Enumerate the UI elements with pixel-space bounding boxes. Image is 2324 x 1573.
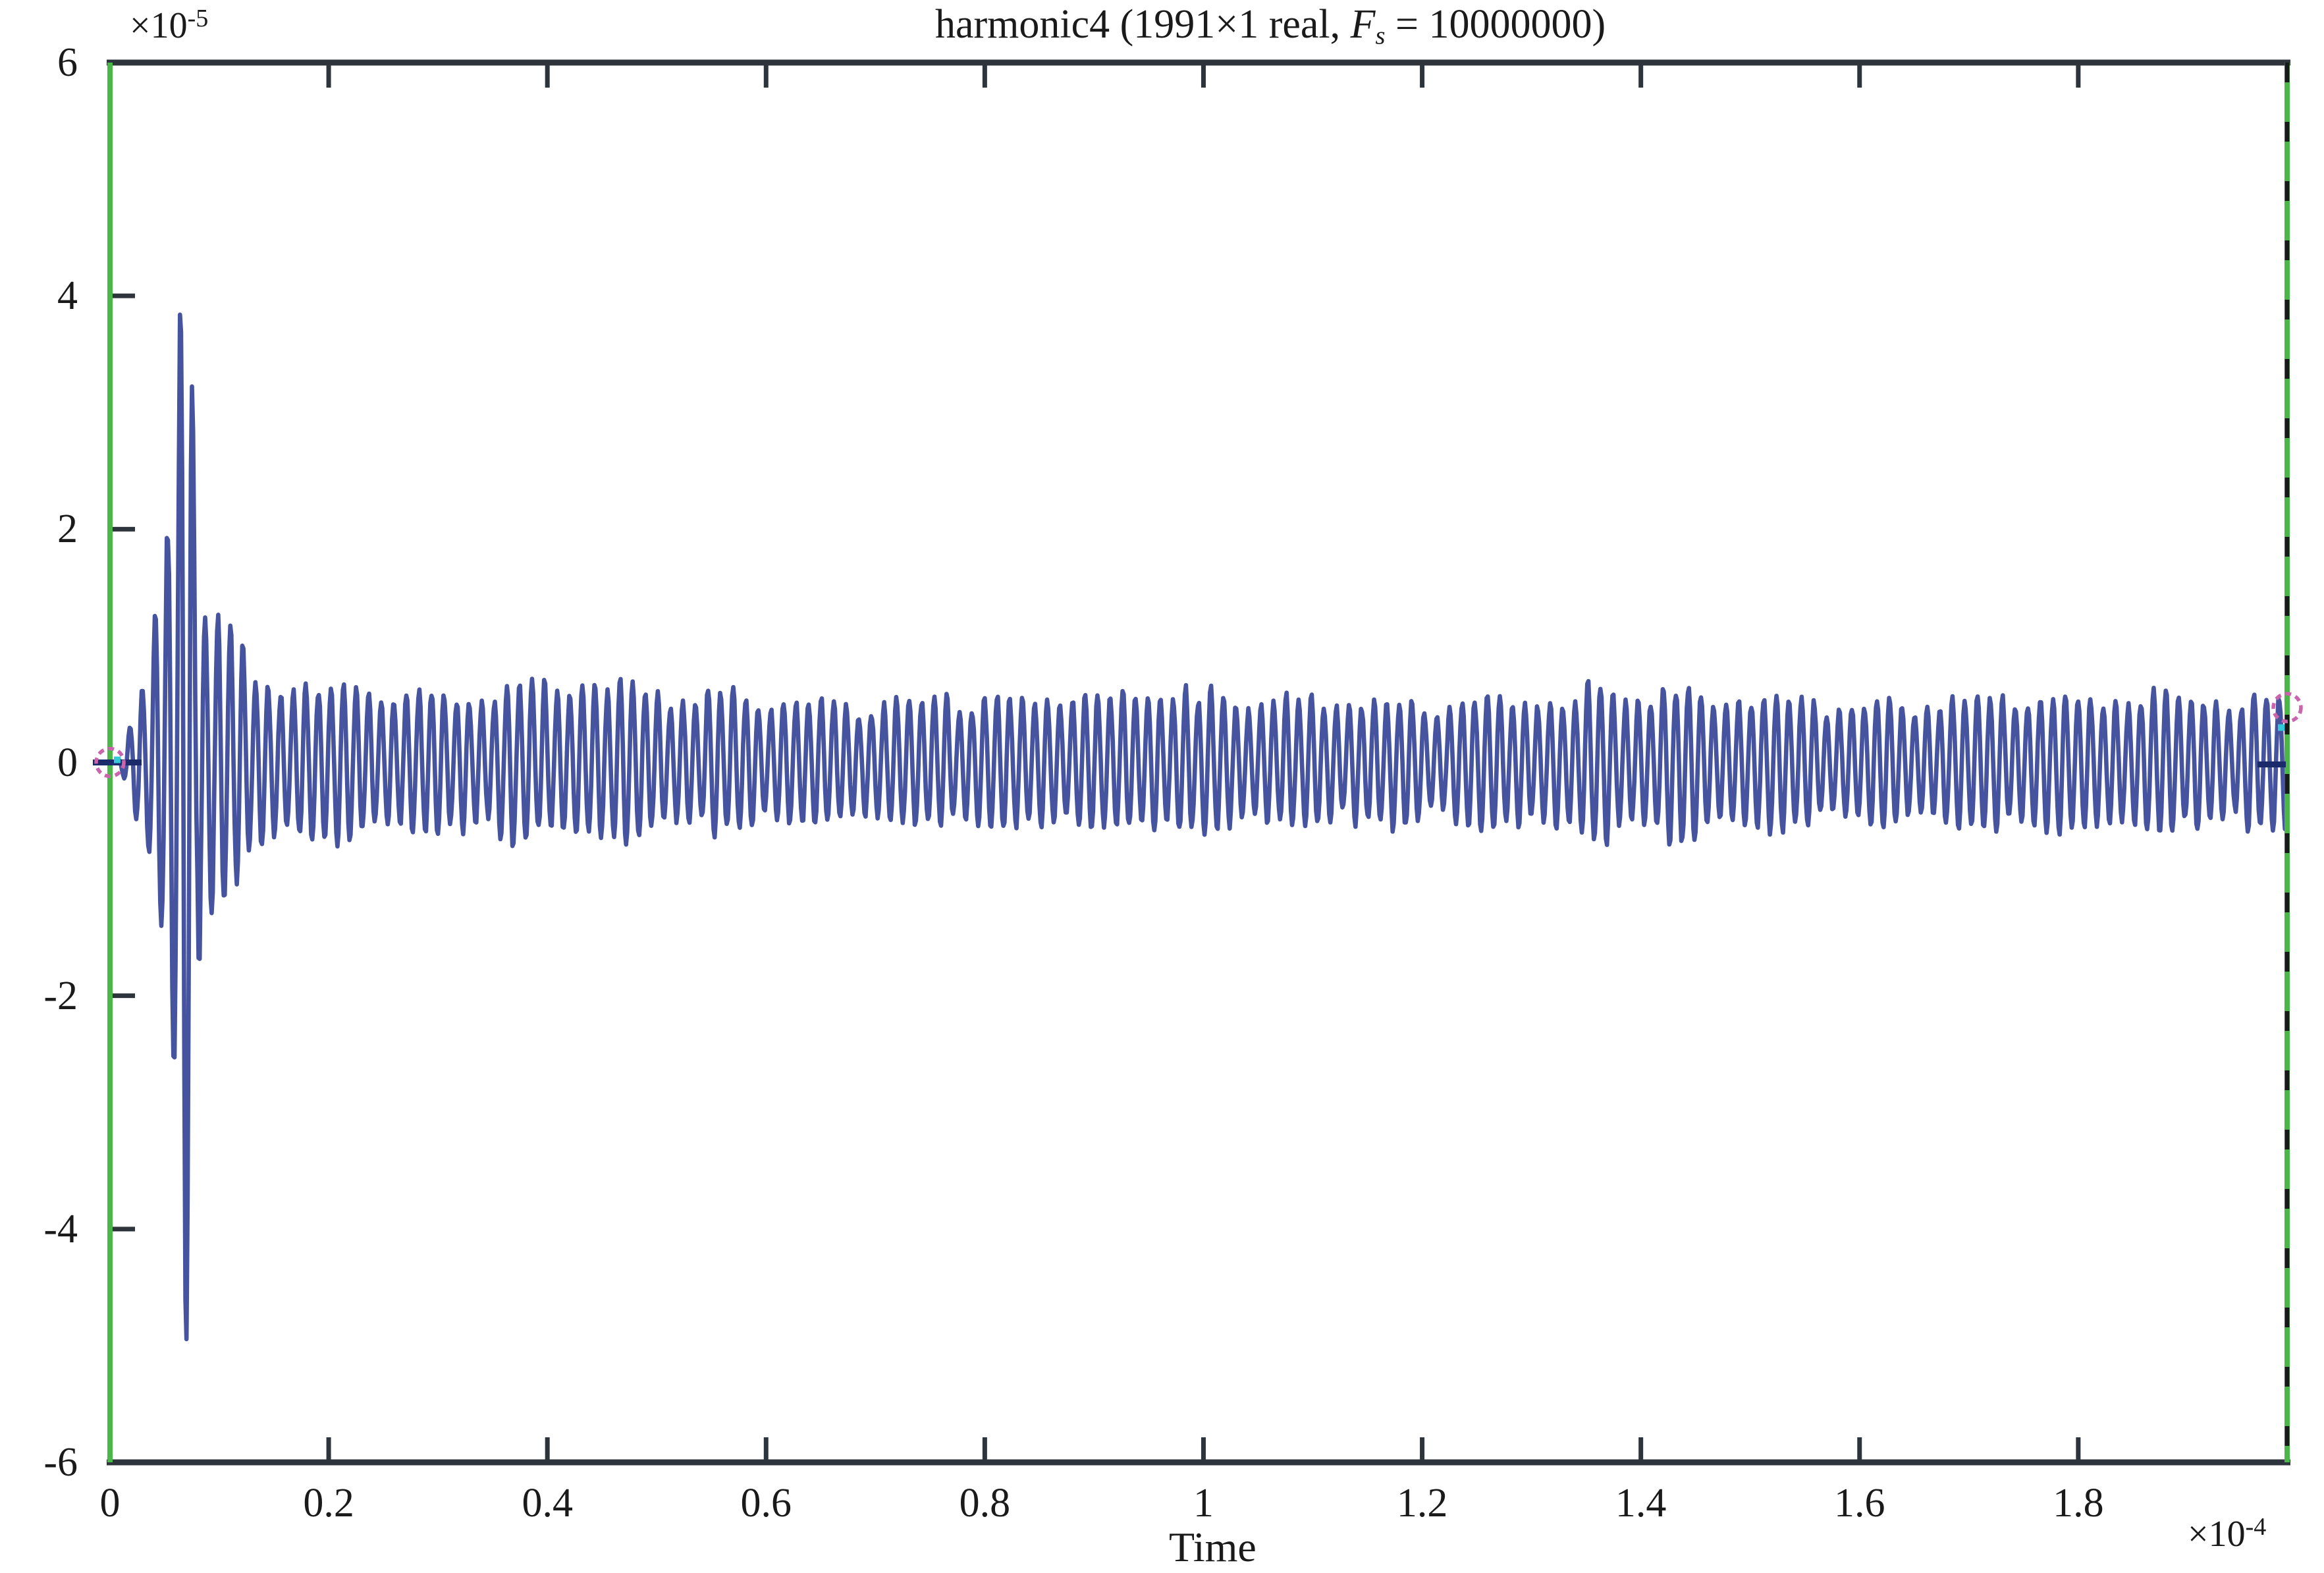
x-tick-label: 1.6 (1834, 1481, 1885, 1526)
x-tick-label: 0.4 (522, 1481, 573, 1526)
x-tick-label: 1.2 (1396, 1481, 1448, 1526)
chart-title-suffix: = 10000000) (1385, 2, 1606, 47)
x-tick-label: 0.8 (959, 1481, 1011, 1526)
left-cursor-marker-circle[interactable] (94, 746, 126, 779)
x-exp-base: ×10 (2188, 1514, 2246, 1555)
x-axis-title: Time (1169, 1524, 1257, 1570)
x-exp-power: -4 (2245, 1513, 2267, 1541)
y-tick-label: -4 (43, 1206, 78, 1252)
x-tick-label: 0.6 (740, 1481, 792, 1526)
y-tick-label: 4 (57, 273, 78, 319)
y-tick-label: 2 (57, 507, 78, 552)
y-tick-label: -2 (43, 973, 78, 1018)
y-tick-label: 0 (57, 740, 78, 785)
chart-title: harmonic4 (1991×1 real, Fs = 10000000) (935, 1, 1606, 51)
y-exp-power: -5 (187, 5, 209, 32)
x-tick-label: 1.4 (1615, 1481, 1667, 1526)
right-cursor-marker-circle[interactable] (2271, 692, 2303, 724)
left-cursor-sample-dot (114, 756, 121, 763)
x-axis-exponent-label: ×10-4 (2188, 1512, 2266, 1555)
x-tick-label: 1 (1193, 1481, 1214, 1526)
y-tick-label: 6 (57, 40, 78, 85)
waveform-path (107, 312, 2288, 1342)
chart-title-prefix: harmonic4 (1991×1 real, (935, 2, 1351, 47)
right-cursor-sample-dot (2278, 724, 2284, 731)
x-tick-label: 1.8 (2053, 1481, 2104, 1526)
chart-title-fs-subscript: s (1375, 22, 1386, 50)
chart-title-fs-variable: F (1350, 2, 1376, 47)
y-tick-label: -6 (43, 1440, 78, 1485)
x-tick-label: 0.2 (303, 1481, 354, 1526)
x-tick-label: 0 (99, 1481, 121, 1526)
y-axis-exponent-label: ×10-5 (130, 4, 208, 47)
y-exp-base: ×10 (130, 5, 188, 47)
